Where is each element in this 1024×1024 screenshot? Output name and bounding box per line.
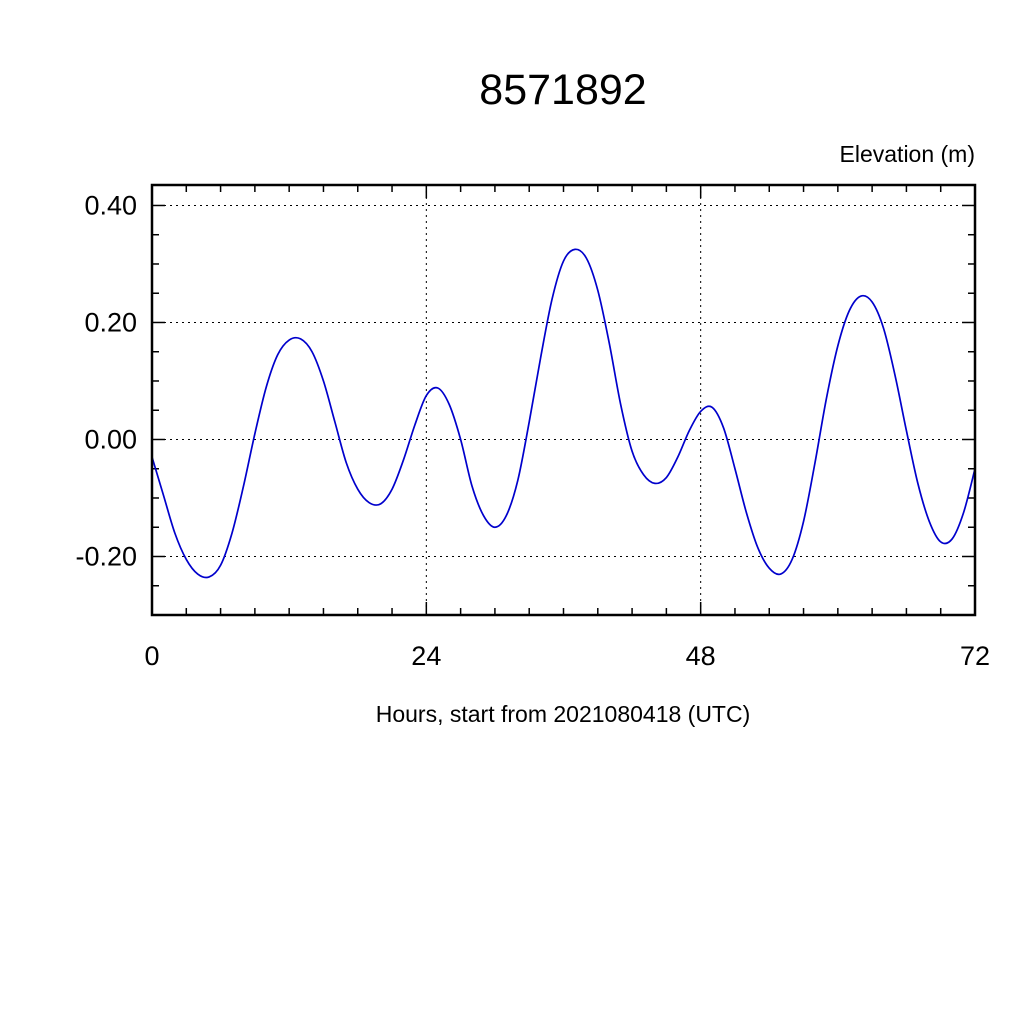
axis-ticks — [151, 185, 976, 615]
gridlines — [152, 185, 975, 615]
x-tick-label: 72 — [960, 641, 990, 671]
chart-title: 8571892 — [479, 66, 646, 114]
y-tick-label: 0.00 — [84, 424, 137, 454]
y-tick-label: -0.20 — [75, 541, 137, 571]
y-tick-labels: -0.20 0.00 0.20 0.40 — [75, 190, 137, 571]
x-tick-label: 0 — [144, 641, 159, 671]
x-tick-label: 24 — [411, 641, 441, 671]
y-tick-label: 0.40 — [84, 190, 137, 220]
tide-elevation-line — [151, 248, 976, 579]
x-tick-labels: 0 24 48 72 — [144, 641, 990, 671]
plot-frame — [150, 183, 977, 617]
y-tick-label: 0.20 — [84, 307, 137, 337]
x-axis-title: Hours, start from 2021080418 (UTC) — [376, 701, 751, 727]
y-axis-title: Elevation (m) — [840, 141, 975, 167]
x-tick-label: 48 — [686, 641, 716, 671]
